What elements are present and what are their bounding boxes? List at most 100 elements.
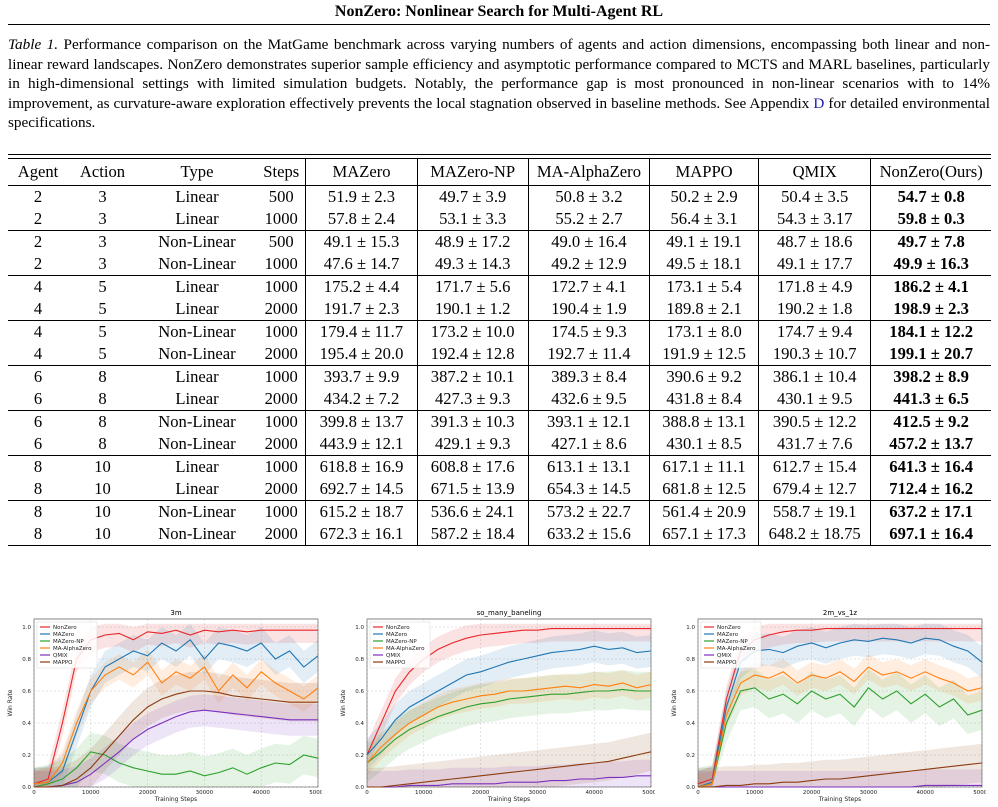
legend: NonZeroMAZeroMAZero-NPMA-AlphaZeroQMIXMA… xyxy=(700,621,762,669)
caption-text-end: for detailed environmental specification… xyxy=(8,94,991,132)
y-tick-label: 0.4 xyxy=(22,721,31,727)
table-cell: 5 xyxy=(68,320,137,343)
table-row: 2 3 Non-Linear 500 49.1 ± 15.3 48.9 ± 17.2 49.… xyxy=(8,230,991,253)
table-cell: Linear xyxy=(136,275,258,298)
legend-box xyxy=(36,621,98,669)
y-axis-label: Win Rate xyxy=(671,689,678,716)
x-tick-label: 30000 xyxy=(196,790,214,796)
table-cell: 431.7 ± 7.6 xyxy=(758,433,871,456)
table-row: 8 10 Linear 1000 618.8 ± 16.9 608.8 ± 17.6 613… xyxy=(8,455,991,478)
table-row: 4 5 Non-Linear 2000 195.4 ± 20.0 192.4 ± 12.8… xyxy=(8,343,991,366)
table-cell: 672.3 ± 16.1 xyxy=(305,523,418,545)
table-cell: 54.3 ± 3.17 xyxy=(758,208,871,231)
series-line xyxy=(697,666,983,788)
series-band xyxy=(698,769,982,787)
table-cell: 390.6 ± 9.2 xyxy=(649,365,759,388)
legend-entry: MA-AlphaZero xyxy=(386,646,425,652)
table-cell: 3 xyxy=(98,254,107,273)
table-cell: 190.1 ± 1.2 xyxy=(416,298,529,321)
running-header: NonZero: Nonlinear Search for Multi-Agen… xyxy=(334,3,664,20)
table-cell: 681.8 ± 12.5 xyxy=(649,478,759,501)
series-line xyxy=(698,784,982,788)
table-cell: 186.2 ± 4.1 xyxy=(870,275,991,298)
y-tick-label: 0.8 xyxy=(355,657,364,663)
table-row: 6 8 Non-Linear 1000 399.8 ± 13.7 391.3 ± 10.3… xyxy=(8,410,991,433)
table-cell: 8 xyxy=(8,500,69,523)
y-axis-label: Win Rate xyxy=(340,689,347,716)
table-cell: 618.8 ± 16.9 xyxy=(305,455,418,478)
table-cell: Linear xyxy=(136,185,258,208)
table-cell: 8 xyxy=(33,479,43,498)
legend-entry: MA-AlphaZero xyxy=(717,646,756,652)
y-tick-label: 0.8 xyxy=(22,657,31,663)
table-cell: 457.2 ± 13.7 xyxy=(870,433,991,456)
table-cell: 612.7 ± 15.4 xyxy=(758,455,871,478)
table-cell: 49.5 ± 18.1 xyxy=(649,253,759,276)
legend-entry: MAZero xyxy=(717,632,739,638)
table-top-rule xyxy=(8,154,991,159)
table-cell: 50.2 ± 2.9 xyxy=(649,185,759,208)
table-cell: 500 xyxy=(257,185,306,208)
table-cell: 1000 xyxy=(257,410,306,433)
table-cell: 536.6 ± 24.1 xyxy=(416,500,529,523)
table-cell: 173.1 ± 8.0 xyxy=(649,320,759,343)
series-line xyxy=(698,762,983,788)
table-row: 4 5 Linear 1000 175.2 ± 4.4 171.7 ± 5.6 172.7 … xyxy=(8,275,991,298)
table-cell: 190.3 ± 10.7 xyxy=(758,343,871,366)
table-cell: 434.2 ± 7.2 xyxy=(305,388,418,411)
table-cell: 573.2 ± 22.7 xyxy=(527,500,650,523)
table-cell: 8 xyxy=(68,410,137,433)
series-band xyxy=(34,623,318,787)
table-cell: 47.6 ± 14.7 xyxy=(305,253,418,276)
legend-entry: MAPPO xyxy=(717,660,737,666)
x-tick-label: 20000 xyxy=(139,790,157,796)
table-cell: 2000 xyxy=(264,389,298,408)
table-cell: 615.2 ± 18.7 xyxy=(305,500,418,523)
legend-entry: MAZero-NP xyxy=(717,639,748,645)
table-cell: 49.2 ± 12.9 xyxy=(527,253,650,276)
appendix-link[interactable]: D xyxy=(813,94,825,112)
table-cell: 558.7 ± 19.1 xyxy=(758,500,871,523)
column-header: MAZero-NP xyxy=(416,159,529,186)
table-cell: 8 xyxy=(33,524,43,543)
table-cell: 192.4 ± 12.8 xyxy=(416,343,529,366)
table-cell: 712.4 ± 16.2 xyxy=(870,478,991,501)
table-cell: 2000 xyxy=(264,524,298,543)
table-cell: 1000 xyxy=(257,455,306,478)
legend-entry: QMIX xyxy=(53,653,68,659)
table-cell: 49.9 ± 16.3 xyxy=(870,253,991,276)
column-header: Type xyxy=(180,162,214,181)
table-cell: Linear xyxy=(175,299,219,318)
series-line xyxy=(33,661,319,785)
column-header: MAPPO xyxy=(649,159,759,186)
series-line xyxy=(366,688,651,764)
table-row: 8 10 Linear 2000 692.7 ± 14.5 671.5 ± 13.9 654… xyxy=(8,478,991,501)
table-cell: Linear xyxy=(175,479,219,498)
legend-entry: NonZero xyxy=(386,625,410,631)
table-cell: 2000 xyxy=(264,299,298,318)
table-cell: 50.4 ± 3.5 xyxy=(758,185,871,208)
table-cell: 57.8 ± 2.4 xyxy=(305,208,418,231)
table-cell: 2000 xyxy=(264,344,298,363)
table-cell: 8 xyxy=(98,389,107,408)
y-tick-label: 1.0 xyxy=(686,625,695,631)
table-cell: 48.7 ± 18.6 xyxy=(758,230,871,253)
results-table-wrapper: Agent Action Type Steps MAZero MAZero-NP MA-Al… xyxy=(8,154,991,546)
table-cell: 6 xyxy=(33,389,43,408)
y-tick-label: 0.2 xyxy=(686,753,695,759)
x-axis-label: Training Steps xyxy=(154,796,197,803)
legend-entry: MAPPO xyxy=(53,660,73,666)
table-cell: 641.3 ± 16.4 xyxy=(870,455,991,478)
series-line xyxy=(367,751,652,788)
table-cell: 431.8 ± 8.4 xyxy=(649,388,759,411)
table-cell: 391.3 ± 10.3 xyxy=(416,410,529,433)
column-header: Steps xyxy=(263,162,300,181)
series-line xyxy=(33,639,319,785)
series-band xyxy=(34,671,318,787)
legend-box xyxy=(700,621,762,669)
table-cell: 4 xyxy=(33,344,43,363)
table-cell: 171.7 ± 5.6 xyxy=(416,275,529,298)
